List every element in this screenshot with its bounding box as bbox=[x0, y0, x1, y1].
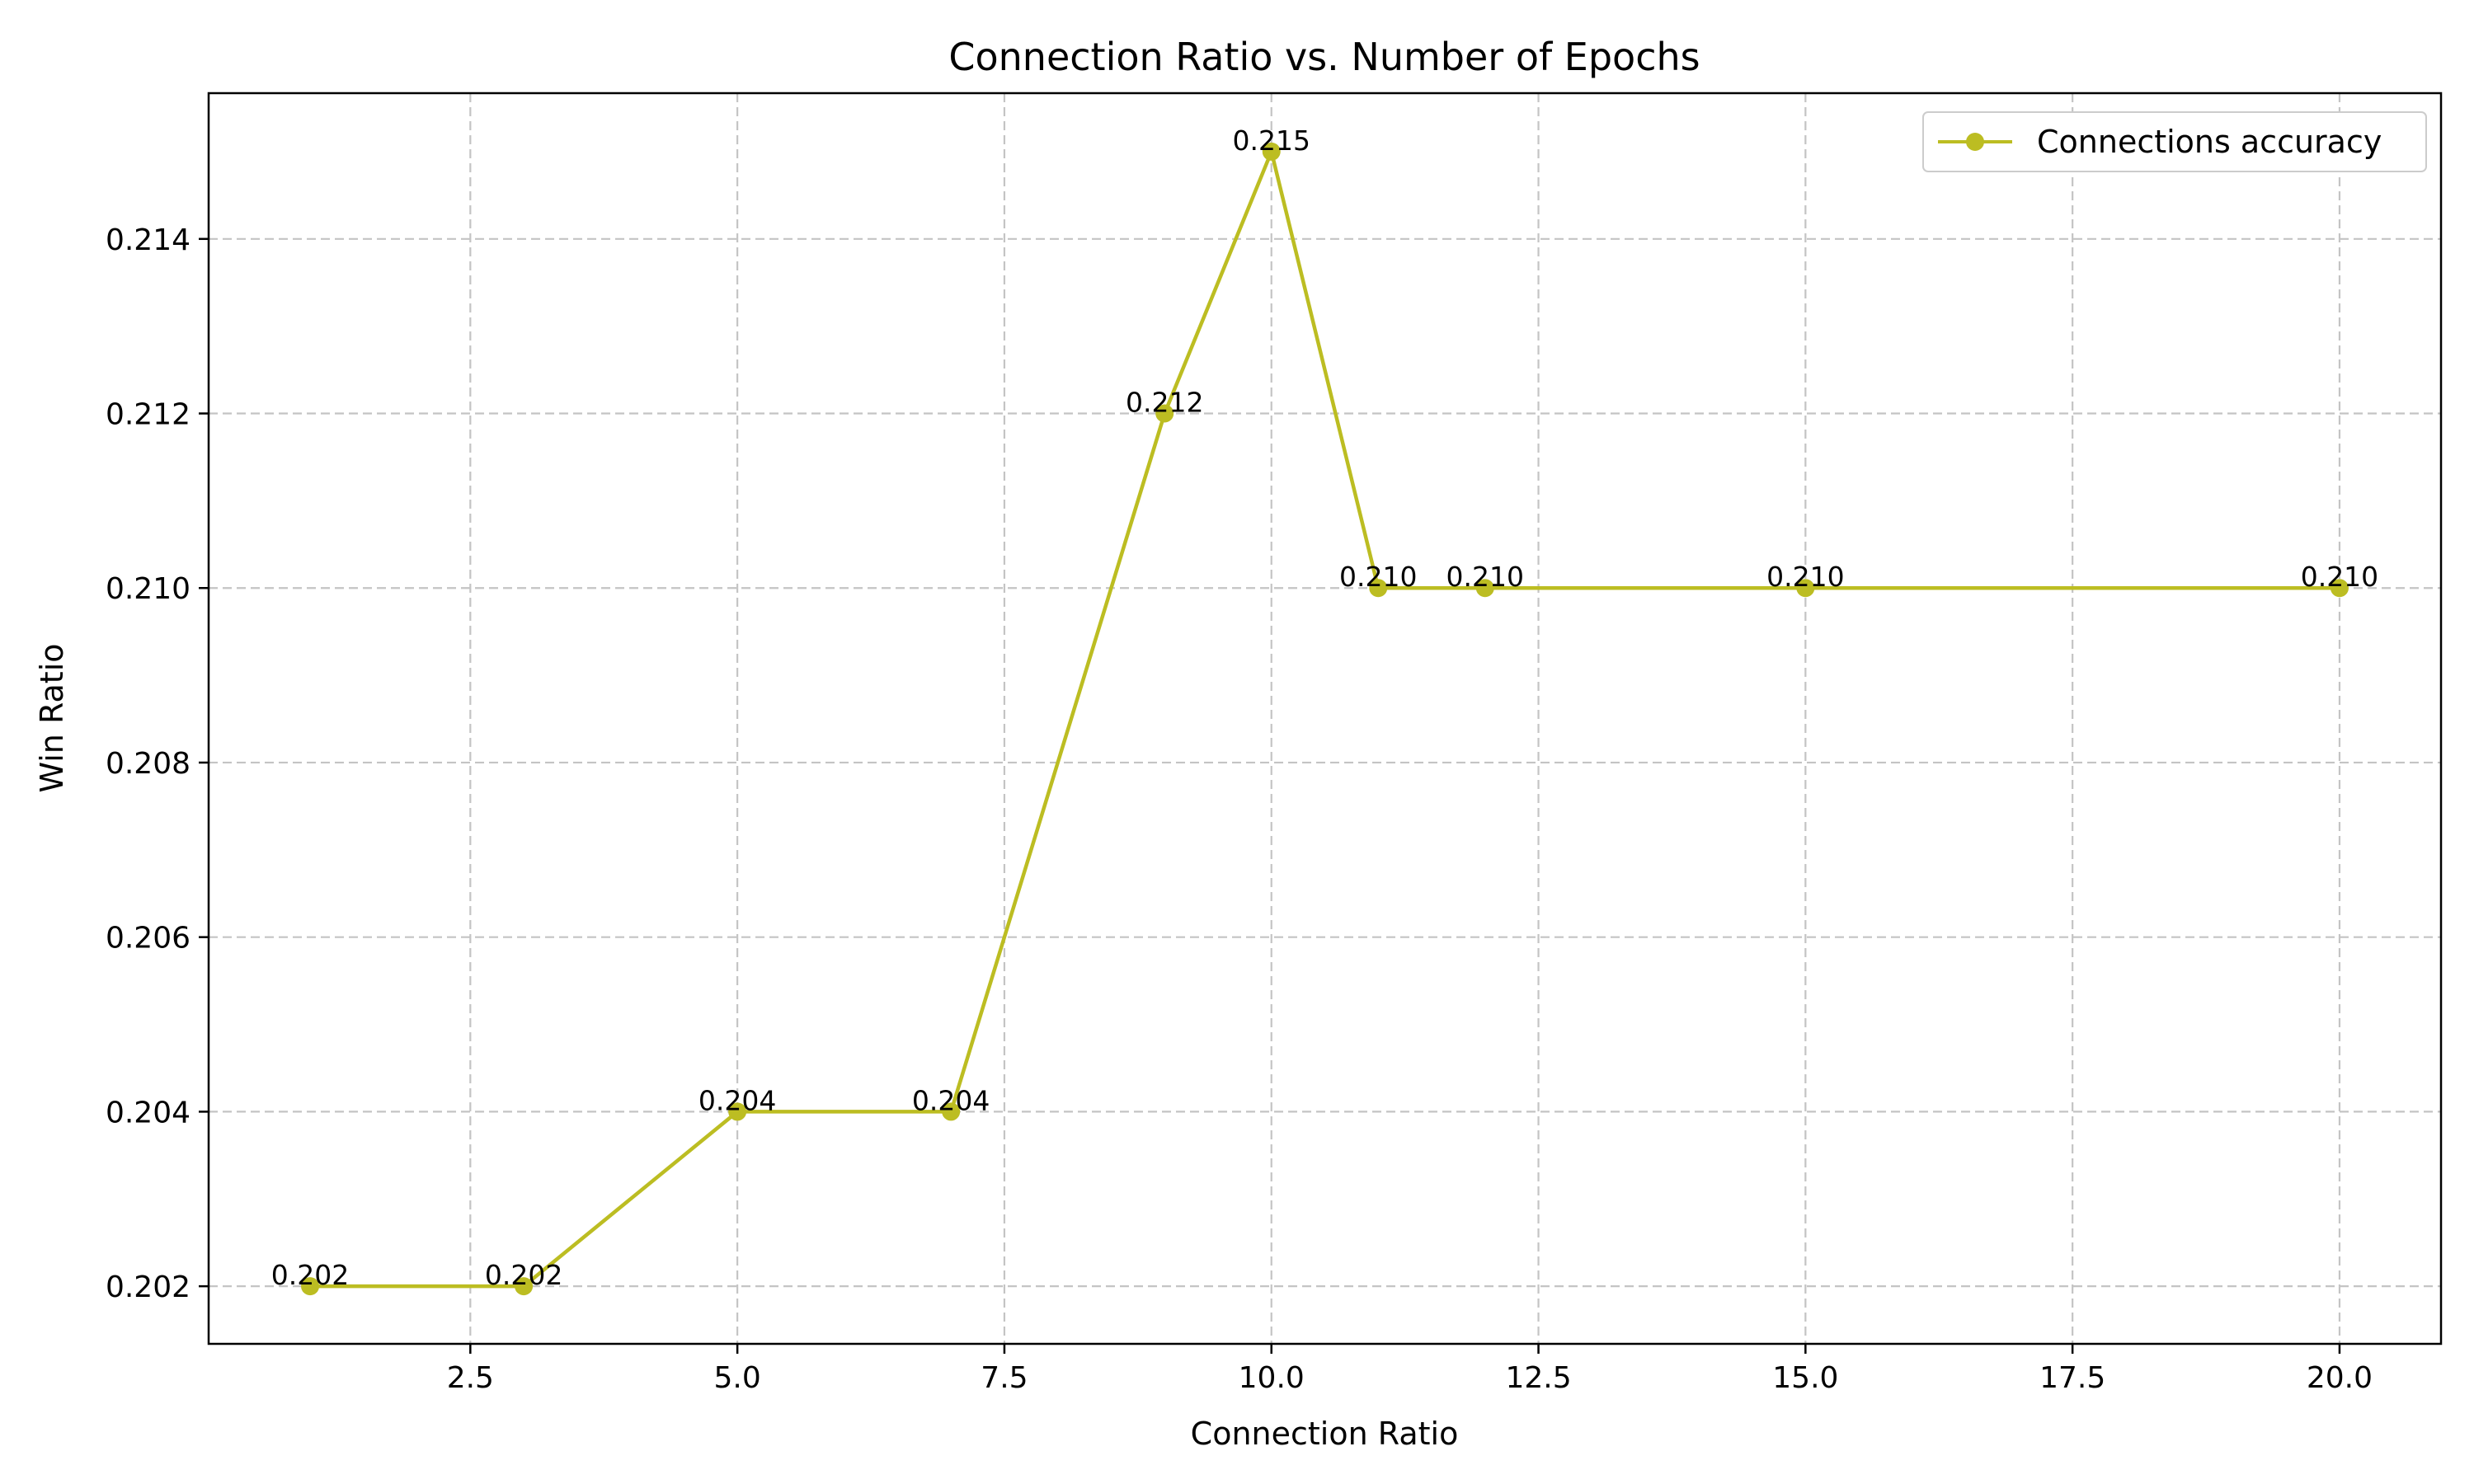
data-point bbox=[515, 1277, 534, 1296]
data-label: 0.202 bbox=[485, 1259, 562, 1291]
data-point bbox=[1475, 579, 1494, 598]
data-point bbox=[728, 1102, 747, 1121]
data-label: 0.210 bbox=[1339, 561, 1417, 593]
series-layer: 0.202 0.202 0.204 0.204 0.212 0.215 0.210 0.210… bbox=[271, 124, 2378, 1296]
legend: Connections accuracy bbox=[1922, 111, 2427, 172]
data-point bbox=[1796, 579, 1815, 598]
data-label: 0.215 bbox=[1232, 124, 1310, 157]
data-point bbox=[2330, 579, 2349, 598]
plot-frame bbox=[207, 92, 2443, 1345]
data-label: 0.202 bbox=[271, 1259, 349, 1291]
legend-label: Connections accuracy bbox=[2037, 124, 2382, 160]
legend-box bbox=[1922, 111, 2427, 172]
data-label: 0.204 bbox=[912, 1084, 990, 1116]
y-tick-label: 0.206 bbox=[106, 922, 190, 956]
y-axis-label: Win Ratio bbox=[34, 643, 70, 792]
y-tick-label: 0.208 bbox=[106, 747, 190, 781]
x-tick-label: 7.5 bbox=[981, 1361, 1028, 1395]
series-line bbox=[310, 149, 2340, 1289]
data-point bbox=[1369, 579, 1388, 598]
y-axis: 0.202 0.204 0.206 0.208 0.210 0.212 0.214 bbox=[106, 223, 209, 1304]
legend-marker-swatch bbox=[1966, 133, 1984, 151]
x-tick-label: 2.5 bbox=[447, 1361, 494, 1395]
x-tick-label: 17.5 bbox=[2039, 1361, 2105, 1395]
x-tick-label: 15.0 bbox=[1772, 1361, 1838, 1395]
data-label: 0.212 bbox=[1126, 387, 1203, 419]
chart-title: Connection Ratio vs. Number of Epochs bbox=[948, 35, 1700, 79]
x-tick-label: 12.5 bbox=[1505, 1361, 1571, 1395]
y-tick-label: 0.210 bbox=[106, 572, 190, 606]
data-point bbox=[942, 1102, 961, 1121]
data-label: 0.210 bbox=[2301, 561, 2378, 593]
data-label: 0.204 bbox=[698, 1084, 776, 1116]
x-tick-label: 20.0 bbox=[2307, 1361, 2373, 1395]
data-label: 0.210 bbox=[1446, 561, 1524, 593]
y-tick-label: 0.204 bbox=[106, 1096, 190, 1129]
grid bbox=[209, 93, 2441, 1344]
data-point bbox=[1155, 404, 1174, 423]
y-tick-label: 0.214 bbox=[106, 223, 190, 257]
data-label: 0.210 bbox=[1766, 561, 1844, 593]
data-point bbox=[301, 1277, 320, 1296]
x-tick-label: 10.0 bbox=[1239, 1361, 1305, 1395]
x-axis: 2.5 5.0 7.5 10.0 12.5 15.0 17.5 20.0 bbox=[447, 1344, 2373, 1395]
y-tick-label: 0.202 bbox=[106, 1270, 190, 1304]
x-tick-label: 5.0 bbox=[713, 1361, 760, 1395]
x-axis-label: Connection Ratio bbox=[1191, 1416, 1459, 1452]
data-point bbox=[1262, 142, 1281, 161]
y-tick-label: 0.212 bbox=[106, 398, 190, 432]
